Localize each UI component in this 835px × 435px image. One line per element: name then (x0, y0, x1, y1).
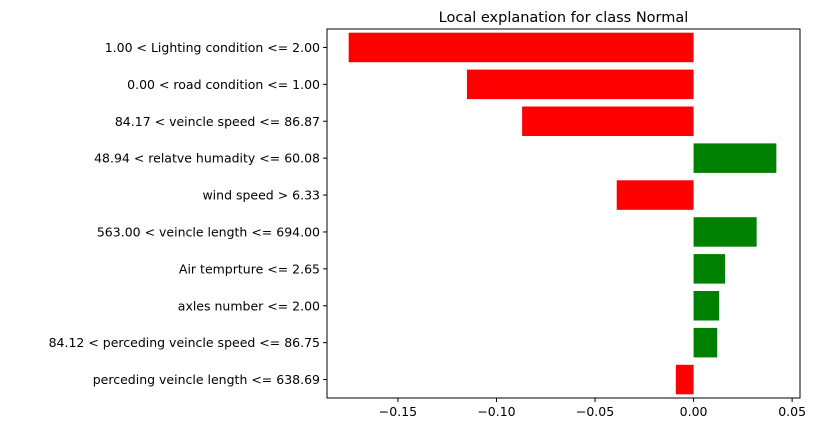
y-tick-label-8: 84.12 < perceding veincle speed <= 86.75 (49, 335, 320, 350)
bar-2 (522, 106, 694, 137)
y-tick-label-1: 0.00 < road condition <= 1.00 (127, 77, 320, 92)
x-tick-label-4: 0.05 (778, 404, 806, 419)
y-tick-label-9: perceding veincle length <= 638.69 (93, 372, 320, 387)
bars-group (348, 32, 777, 395)
bar-8 (693, 327, 718, 358)
bar-4 (616, 180, 694, 210)
bar-9 (675, 364, 694, 395)
bar-1 (466, 69, 694, 100)
y-tick-label-4: wind speed > 6.33 (202, 188, 320, 203)
x-axis: −0.15 −0.10 −0.05 0.00 0.05 (379, 398, 806, 419)
chart-title: Local explanation for class Normal (439, 10, 689, 26)
y-tick-label-6: Air temprture <= 2.65 (179, 261, 320, 276)
bar-0 (348, 32, 694, 63)
bar-6 (693, 254, 726, 284)
bar-7 (693, 290, 720, 321)
bar-3 (693, 143, 777, 173)
y-tick-label-5: 563.00 < veincle length <= 694.00 (97, 224, 320, 239)
y-tick-label-0: 1.00 < Lighting condition <= 2.00 (105, 40, 320, 55)
plot-frame (326, 28, 801, 399)
x-tick-label-2: −0.05 (576, 404, 614, 419)
bar-5 (693, 217, 757, 247)
x-tick-label-3: 0.00 (680, 404, 708, 419)
y-tick-label-7: axles number <= 2.00 (178, 298, 320, 313)
x-tick-label-1: −0.10 (477, 404, 515, 419)
y-tick-label-3: 48.94 < relatve humadity <= 60.08 (94, 151, 320, 166)
y-axis: 1.00 < Lighting condition <= 2.00 0.00 < … (49, 40, 327, 387)
x-tick-label-0: −0.15 (379, 404, 417, 419)
y-tick-label-2: 84.17 < veincle speed <= 86.87 (115, 114, 320, 129)
